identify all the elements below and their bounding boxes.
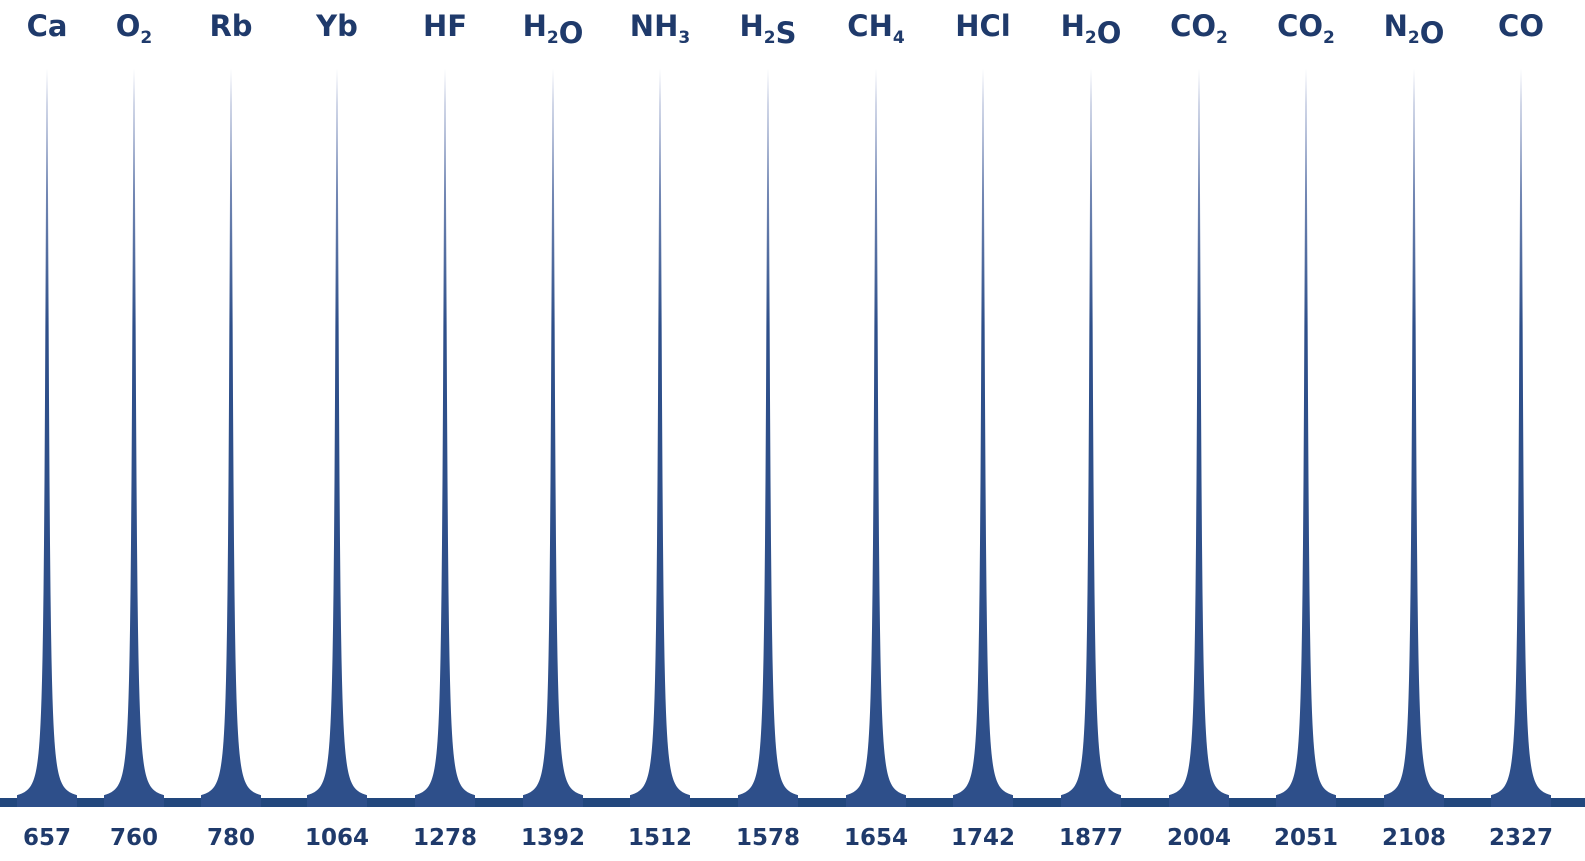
wavelength-tick-label: 1278	[413, 825, 477, 851]
species-label: HF	[423, 9, 467, 43]
species-label: Ca	[27, 9, 68, 43]
species-label: NH3	[630, 9, 690, 48]
wavelength-tick-label: 2004	[1167, 825, 1231, 851]
wavelength-tick-label: 1392	[521, 825, 585, 851]
species-label: H2O	[523, 9, 584, 50]
absorption-peak	[1491, 68, 1551, 807]
species-label: O2	[116, 9, 153, 48]
wavelength-tick-label: 1512	[628, 825, 692, 851]
absorption-peak	[415, 68, 475, 807]
wavelength-tick-label: 1877	[1059, 825, 1123, 851]
species-label: CO2	[1170, 9, 1228, 48]
species-label: Rb	[209, 9, 252, 43]
wavelength-tick-label: 1742	[951, 825, 1015, 851]
wavelength-tick-label: 1654	[844, 825, 908, 851]
species-label: Yb	[315, 9, 358, 43]
species-label: CO2	[1277, 9, 1335, 48]
absorption-peak	[1061, 68, 1121, 807]
absorption-peak	[846, 68, 906, 807]
absorption-peak	[523, 68, 583, 807]
absorption-peak	[738, 68, 798, 807]
absorption-peak	[17, 68, 77, 807]
absorption-peak	[104, 68, 164, 807]
wavelength-tick-label: 780	[207, 825, 255, 851]
species-label: H2S	[739, 9, 796, 50]
species-label: H2O	[1061, 9, 1122, 50]
species-label: N2O	[1384, 9, 1445, 50]
wavelength-tick-label: 2327	[1489, 825, 1553, 851]
wavelength-tick-label: 2108	[1382, 825, 1446, 851]
absorption-peak	[201, 68, 261, 807]
absorption-peak	[1384, 68, 1444, 807]
wavelength-tick-label: 1064	[305, 825, 369, 851]
absorption-peak	[630, 68, 690, 807]
species-label: HCl	[955, 9, 1011, 43]
absorption-peak	[953, 68, 1013, 807]
absorption-peak	[1169, 68, 1229, 807]
wavelength-tick-label: 657	[23, 825, 71, 851]
wavelength-tick-label: 2051	[1274, 825, 1338, 851]
absorption-peak	[307, 68, 367, 807]
species-label: CH4	[847, 9, 905, 48]
wavelength-tick-label: 760	[110, 825, 158, 851]
species-label: CO	[1498, 9, 1544, 43]
absorption-peak	[1276, 68, 1336, 807]
wavelength-tick-label: 1578	[736, 825, 800, 851]
